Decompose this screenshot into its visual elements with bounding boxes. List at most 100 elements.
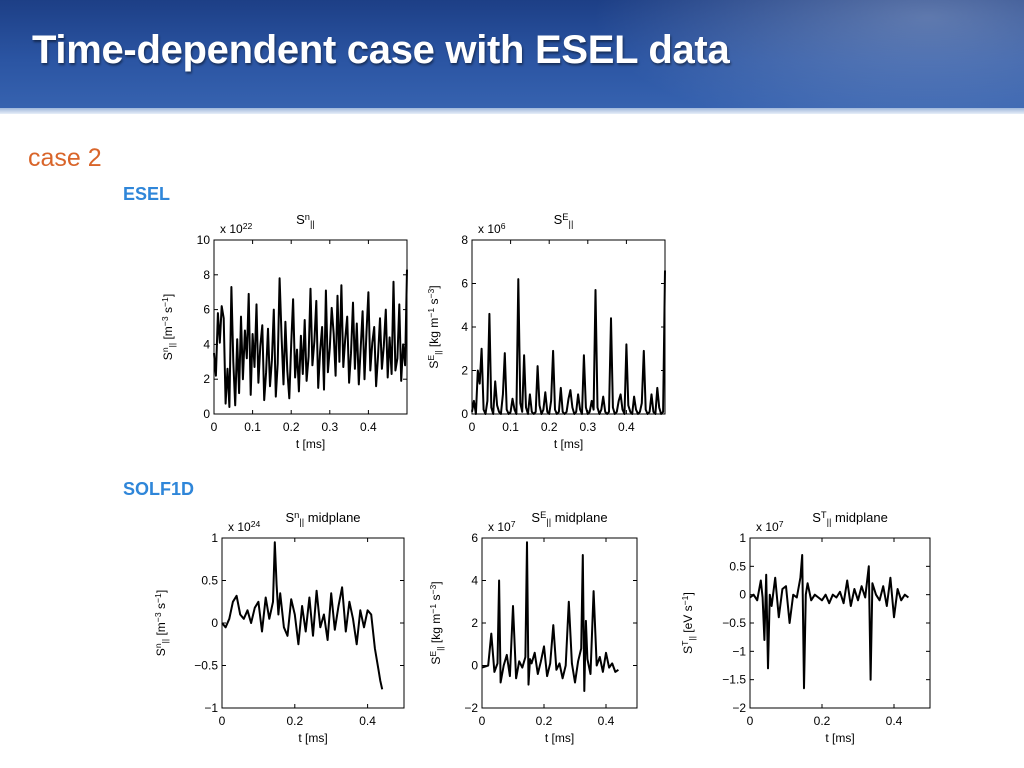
- section-label-esel: ESEL: [123, 184, 171, 204]
- ylabel-unit-part: [eV s: [681, 605, 695, 632]
- y-axis-label: ST|| [eV s−1]: [680, 592, 697, 654]
- ylabel-unit-part: ]: [681, 592, 695, 595]
- x-tick-label: 0.2: [286, 714, 303, 728]
- title-bar-underline: [0, 108, 1024, 114]
- case-label: case 2: [28, 144, 102, 172]
- y-tick-label: 0: [471, 659, 478, 673]
- title-superscript: n: [305, 212, 310, 222]
- x-tick-label: 0.3: [321, 420, 338, 434]
- ylabel-superscript: n: [160, 347, 170, 352]
- ylabel-subscript: ||: [687, 636, 697, 640]
- series-line: [213, 269, 408, 408]
- x-tick-label: 0: [219, 714, 226, 728]
- y-tick-label: 1: [211, 531, 218, 545]
- ylabel-unit-part: [m: [161, 326, 175, 339]
- ylabel-subscript: ||: [433, 350, 443, 354]
- y-tick-label: 2: [461, 364, 468, 378]
- chart-title: Sn|| midplane: [285, 510, 360, 527]
- y-tick-label: 6: [461, 277, 468, 291]
- title-superscript: E: [540, 510, 546, 520]
- ylabel-unit-part: −3: [153, 612, 163, 622]
- ylabel-unit-part: ]: [427, 285, 441, 288]
- y-tick-label: −1: [204, 701, 218, 715]
- x-tick-label: 0.4: [618, 420, 635, 434]
- title-symbol: S: [812, 510, 821, 525]
- y-axis-label: SE|| [kg m−1 s−3]: [428, 581, 445, 664]
- ylabel-unit-part: −1: [153, 593, 163, 603]
- x-tick-label: 0.4: [598, 714, 615, 728]
- ylabel-unit-part: s: [427, 299, 441, 308]
- series-line: [749, 554, 910, 690]
- title-subscript: ||: [546, 517, 551, 527]
- ylabel-subscript: ||: [160, 639, 170, 643]
- exponent-label: x 107: [488, 519, 516, 535]
- x-tick-label: 0.1: [244, 420, 261, 434]
- title-bar: Time-dependent case with ESEL data: [0, 0, 1024, 110]
- y-tick-label: −0.5: [194, 659, 218, 673]
- ylabel-unit-part: [kg m: [429, 614, 443, 643]
- title-symbol: S: [531, 510, 540, 525]
- chart-title: Sn||: [296, 212, 315, 229]
- exponent-label: x 1022: [220, 221, 252, 237]
- ylabel-unit-part: s: [429, 595, 443, 604]
- ylabel-unit-part: ]: [161, 294, 175, 297]
- x-tick-label: 0.2: [283, 420, 300, 434]
- exponent-base: x 10: [228, 520, 251, 534]
- y-tick-label: 2: [471, 616, 478, 630]
- x-tick-label: 0: [469, 420, 476, 434]
- exponent-label: x 1024: [228, 519, 260, 535]
- title-subscript: ||: [310, 219, 315, 229]
- ylabel-symbol: S: [427, 361, 441, 369]
- ylabel-unit-part: ]: [154, 590, 168, 593]
- plot-frame: [749, 537, 931, 709]
- title-suffix: midplane: [831, 510, 887, 525]
- y-tick-label: 4: [203, 337, 210, 351]
- ylabel-unit-part: −3: [160, 316, 170, 326]
- ylabel-unit-part: [kg m: [427, 318, 441, 347]
- ylabel-superscript: n: [153, 643, 163, 648]
- x-axis-label: t [ms]: [298, 731, 327, 745]
- exponent-label: x 106: [478, 221, 506, 237]
- exponent-power: 7: [779, 519, 784, 529]
- slide-title: Time-dependent case with ESEL data: [32, 28, 730, 72]
- series-line: [481, 541, 619, 692]
- plot-frame: [213, 239, 408, 415]
- title-superscript: n: [294, 510, 299, 520]
- ylabel-unit-part: −1: [160, 297, 170, 307]
- y-axis-label: Sn|| [m−3 s−1]: [160, 294, 177, 360]
- y-tick-label: 8: [461, 233, 468, 247]
- x-tick-label: 0: [479, 714, 486, 728]
- x-tick-label: 0.3: [579, 420, 596, 434]
- y-tick-label: 6: [471, 531, 478, 545]
- title-symbol: S: [296, 212, 305, 227]
- y-axis-label: Sn|| [m−3 s−1]: [153, 590, 170, 656]
- ylabel-unit-part: −3: [426, 288, 436, 298]
- x-tick-label: 0.2: [536, 714, 553, 728]
- ylabel-superscript: T: [680, 640, 690, 646]
- ylabel-symbol: S: [154, 648, 168, 656]
- x-axis-label: t [ms]: [545, 731, 574, 745]
- x-tick-label: 0.2: [541, 420, 558, 434]
- ylabel-unit-part: [m: [154, 622, 168, 635]
- y-tick-label: 0: [211, 616, 218, 630]
- chart-title: SE|| midplane: [531, 510, 607, 527]
- x-tick-label: 0.4: [360, 420, 377, 434]
- ylabel-superscript: E: [426, 355, 436, 361]
- ylabel-subscript: ||: [167, 343, 177, 347]
- ylabel-unit-part: −3: [428, 584, 438, 594]
- exponent-base: x 10: [478, 222, 501, 236]
- title-subscript: ||: [569, 219, 574, 229]
- title-symbol: S: [285, 510, 294, 525]
- y-tick-label: −2: [732, 701, 746, 715]
- ylabel-subscript: ||: [435, 646, 445, 650]
- chart-title: ST|| midplane: [812, 510, 888, 527]
- exponent-base: x 10: [220, 222, 243, 236]
- x-tick-label: 0.1: [502, 420, 519, 434]
- ylabel-unit-part: −1: [426, 308, 436, 318]
- y-tick-label: 0: [461, 407, 468, 421]
- y-tick-label: −2: [464, 701, 478, 715]
